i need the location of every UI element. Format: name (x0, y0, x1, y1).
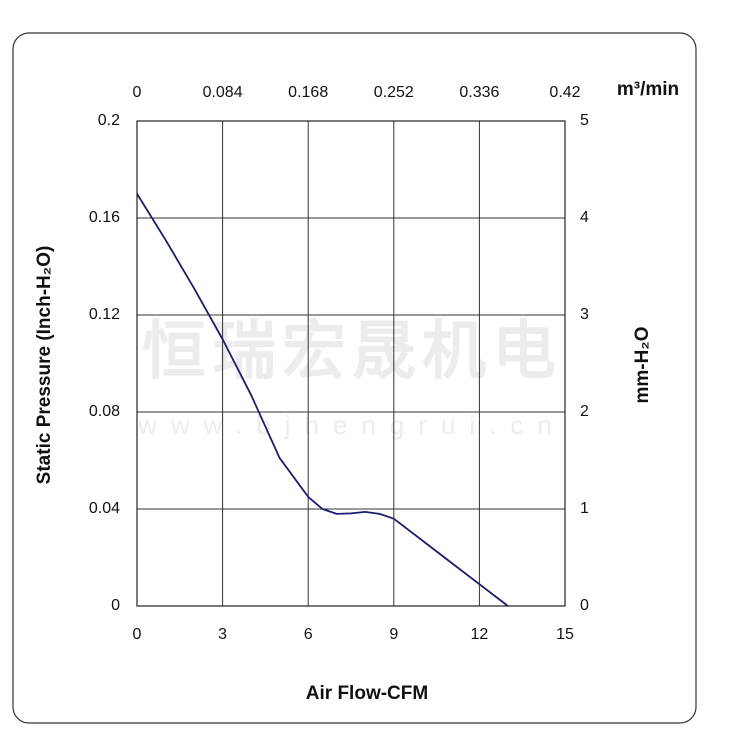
x-tick-label: 3 (218, 626, 227, 643)
y2-tick-label: 5 (580, 112, 589, 129)
x-tick-label: 15 (556, 626, 574, 643)
x-tick-label: 6 (304, 626, 313, 643)
y2-axis-label: mm-H₂O (632, 326, 653, 403)
y2-tick-label: 0 (580, 597, 589, 614)
x2-tick-label: 0.42 (549, 84, 580, 101)
y-tick-label: 0.16 (89, 209, 120, 226)
x-tick-label: 9 (389, 626, 398, 643)
watermark-url: www.bjhengrui.cn (137, 410, 566, 440)
x-tick-label: 0 (133, 626, 142, 643)
x2-tick-label: 0.168 (288, 84, 328, 101)
y2-tick-label: 2 (580, 403, 589, 420)
x2-tick-label: 0.336 (459, 84, 499, 101)
y-tick-label: 0 (111, 597, 120, 614)
x2-tick-label: 0 (133, 84, 142, 101)
watermark: 恒瑞宏晟机电 (142, 315, 562, 387)
y-tick-label: 0.2 (98, 112, 120, 129)
x-axis-label: Air Flow-CFM (306, 683, 428, 704)
curve (136, 193, 509, 607)
x2-axis-label: m³/min (617, 79, 679, 100)
x-tick-label: 12 (471, 626, 489, 643)
y-tick-label: 0.12 (89, 306, 120, 323)
frame (12, 32, 697, 724)
x2-tick-label: 0.084 (203, 84, 243, 101)
y2-tick-label: 1 (580, 500, 589, 517)
y2-tick-label: 4 (580, 209, 589, 226)
y-tick-label: 0.08 (89, 403, 120, 420)
x2-tick-label: 0.252 (374, 84, 414, 101)
y-axis-label: Static Pressure (Inch-H₂O) (34, 246, 55, 485)
plot-border (136, 120, 566, 607)
y2-tick-label: 3 (580, 306, 589, 323)
y-tick-label: 0.04 (89, 500, 120, 517)
